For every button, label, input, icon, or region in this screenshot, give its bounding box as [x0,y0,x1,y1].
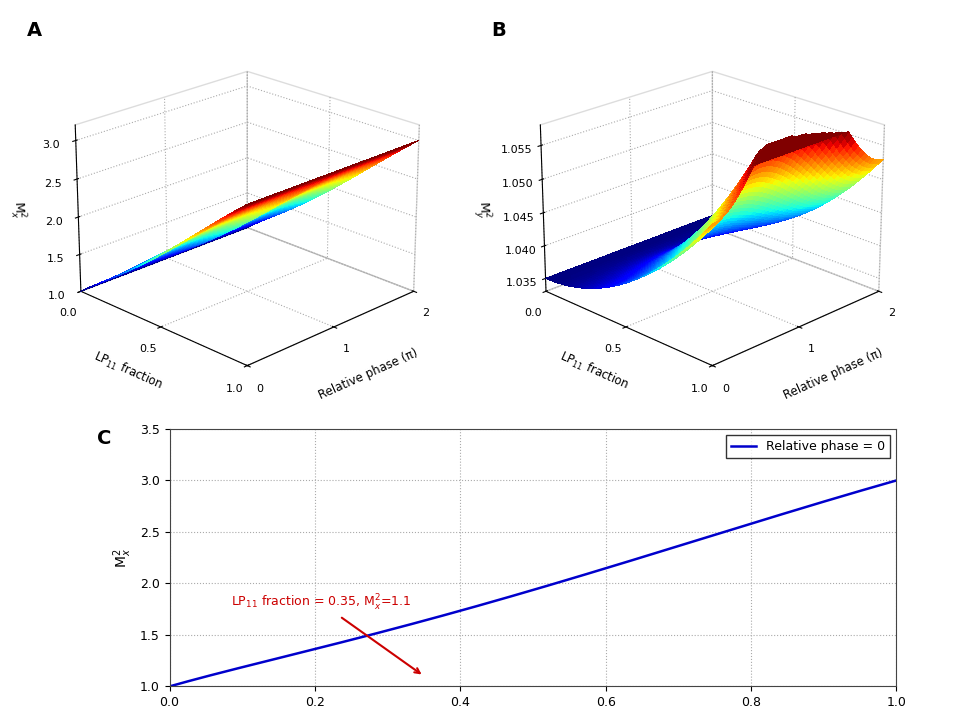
Legend: Relative phase = 0: Relative phase = 0 [726,435,891,458]
Y-axis label: LP$_{11}$ fraction: LP$_{11}$ fraction [556,348,631,393]
Text: LP$_{11}$ fraction = 0.35, M$^2_x$=1.1: LP$_{11}$ fraction = 0.35, M$^2_x$=1.1 [232,593,420,673]
Text: B: B [491,21,507,40]
X-axis label: Relative phase (π): Relative phase (π) [782,346,885,402]
Y-axis label: LP$_{11}$ fraction: LP$_{11}$ fraction [91,348,166,393]
Text: C: C [97,429,111,448]
Text: A: A [26,21,42,40]
Y-axis label: M$^2_x$: M$^2_x$ [111,548,135,568]
X-axis label: Relative phase (π): Relative phase (π) [317,346,420,402]
